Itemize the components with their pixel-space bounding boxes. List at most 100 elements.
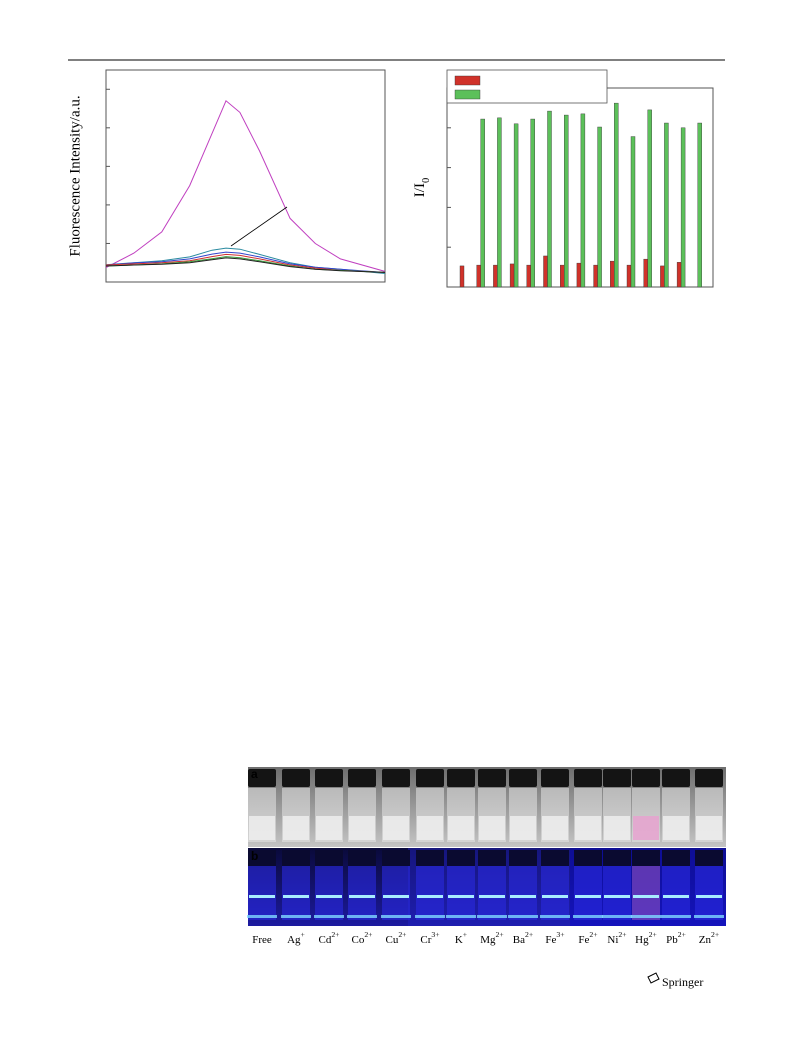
- vial-liquid: [510, 816, 536, 840]
- bar: [476, 264, 481, 288]
- vial-base-glow: [540, 915, 570, 918]
- bar: [643, 258, 648, 288]
- vial-base-glow: [631, 915, 661, 918]
- vial-cap: [416, 769, 444, 787]
- vial-label: Pb2+: [666, 930, 686, 945]
- vial-body-b: [662, 866, 690, 920]
- vial-label-sup: 2+: [589, 930, 597, 939]
- vial-base-glow: [477, 915, 507, 918]
- vial-cap-b: [248, 850, 276, 866]
- vial-cap: [695, 769, 723, 787]
- vial-label-base: Co: [351, 934, 364, 946]
- vial-cap: [248, 769, 276, 787]
- bar: [480, 118, 485, 288]
- bar: [680, 127, 686, 288]
- vial-body-b: [695, 866, 723, 920]
- vial-base-glow: [508, 915, 538, 918]
- vial-cap-b: [315, 850, 343, 866]
- vial-glow: [249, 895, 275, 898]
- vial-cap-b: [447, 850, 475, 866]
- vial-base-glow: [661, 915, 691, 918]
- bar: [614, 102, 619, 288]
- bar: [664, 122, 669, 288]
- vial-label-base: Hg: [635, 934, 649, 946]
- vial-body-b: [632, 866, 660, 920]
- vial-cap-b: [541, 850, 569, 866]
- bar: [647, 109, 652, 288]
- vial-label-sup: +: [463, 930, 467, 939]
- vial-liquid: [448, 816, 474, 840]
- bar: [626, 264, 632, 288]
- vial-body-b: [348, 866, 376, 920]
- vial-cap-b: [695, 850, 723, 866]
- vial-liquid: [663, 816, 689, 840]
- vial-liquid: [383, 816, 409, 840]
- vial-label: Cu2+: [385, 930, 406, 945]
- bar: [676, 262, 682, 288]
- publisher: Springer: [662, 975, 703, 989]
- spectrum-line: [105, 251, 386, 273]
- vial-label-sup: 2+: [331, 930, 339, 939]
- vial-glow: [696, 895, 722, 898]
- vial-label: Fe3+: [545, 930, 564, 945]
- vial-liquid: [316, 816, 342, 840]
- vial-glow: [283, 895, 309, 898]
- vial-base-glow: [446, 915, 476, 918]
- bar: [580, 113, 586, 288]
- annotation-pointer: [230, 206, 288, 247]
- bar: [530, 118, 535, 288]
- plot-frame: [446, 87, 714, 288]
- vial-body-b: [603, 866, 631, 920]
- vial-label-sup: 3+: [556, 930, 564, 939]
- y-axis-label: Fluorescence Intensity/a.u.: [67, 95, 83, 256]
- vial-label: Hg2+: [635, 930, 657, 945]
- vial-label-sup: 2+: [618, 930, 626, 939]
- vial-cap: [603, 769, 631, 787]
- vial-cap: [632, 769, 660, 787]
- panel-label: a: [251, 767, 258, 781]
- vial-label: Ba2+: [513, 930, 533, 945]
- bar: [560, 264, 565, 288]
- vial-base-glow: [415, 915, 445, 918]
- vial-liquid: [542, 816, 568, 840]
- vial-cap-b: [478, 850, 506, 866]
- vial-label: Co2+: [351, 930, 372, 945]
- spectrum-line: [105, 99, 386, 272]
- vial-label-sup: 2+: [398, 930, 406, 939]
- bar: [610, 260, 615, 288]
- vial-base-glow: [381, 915, 411, 918]
- vial-label: Mg2+: [480, 930, 503, 945]
- vial-cap-b: [603, 850, 631, 866]
- panel-label: b: [251, 849, 258, 863]
- y-axis-label-sub: 0: [421, 178, 432, 183]
- vial-glow: [633, 895, 659, 898]
- bar: [509, 263, 515, 288]
- vial-label-base: Fe: [578, 934, 589, 946]
- bar: [564, 114, 569, 288]
- vial-cap-b: [382, 850, 410, 866]
- vial-cap: [315, 769, 343, 787]
- vial-liquid: [604, 816, 630, 840]
- bar: [660, 265, 665, 288]
- y-axis-label-base: I/I: [412, 183, 428, 197]
- vial-label: Cr3+: [420, 930, 439, 945]
- vial-glow: [542, 895, 568, 898]
- vial-glow: [417, 895, 443, 898]
- vial-glow: [575, 895, 601, 898]
- vial-glow: [316, 895, 342, 898]
- vial-label-base: Mg: [480, 934, 496, 946]
- bar: [526, 264, 531, 288]
- vial-label-base: Zn: [699, 934, 712, 946]
- bar: [547, 110, 552, 288]
- bar: [497, 117, 502, 288]
- vial-base-glow: [314, 915, 344, 918]
- vial-label-base: Pb: [666, 934, 678, 946]
- vial-label-base: Ba: [513, 934, 525, 946]
- vial-body-b: [509, 866, 537, 920]
- vial-glow: [604, 895, 630, 898]
- bar: [513, 123, 519, 288]
- vial-liquid: [249, 816, 275, 840]
- vial-body-b: [447, 866, 475, 920]
- vial-liquid: [283, 816, 309, 840]
- vial-label: Fe2+: [578, 930, 597, 945]
